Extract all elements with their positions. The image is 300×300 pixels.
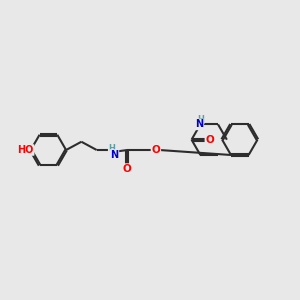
Text: N: N [110, 150, 118, 160]
Text: N: N [195, 119, 203, 129]
Text: O: O [123, 164, 132, 174]
Text: O: O [206, 135, 214, 145]
Text: HO: HO [17, 145, 34, 155]
Text: H: H [109, 144, 116, 153]
Text: O: O [152, 145, 160, 155]
Text: H: H [197, 115, 204, 124]
